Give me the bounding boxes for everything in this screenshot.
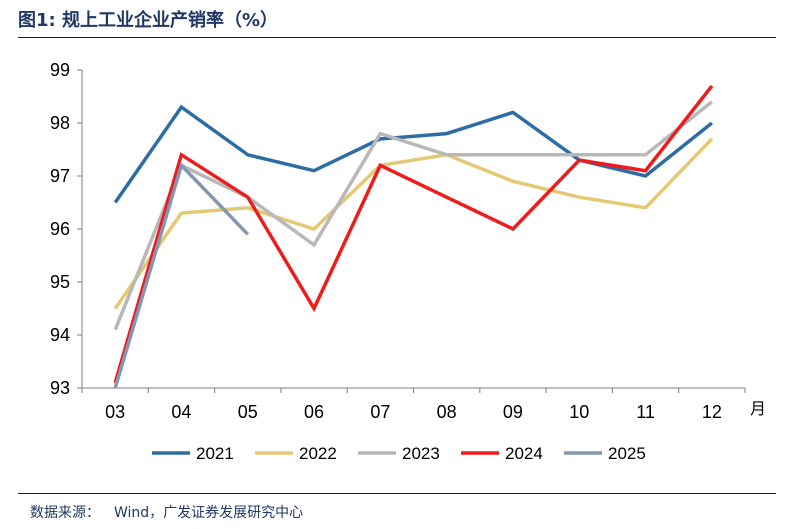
y-tick-label: 99 <box>50 60 70 80</box>
x-axis-unit-label: 月 <box>750 399 766 418</box>
series-line-2021 <box>113 104 713 204</box>
y-tick-label: 97 <box>50 166 70 186</box>
y-tick-label: 94 <box>50 325 70 345</box>
legend-label-2021: 2021 <box>196 444 234 463</box>
source-note: 数据来源： Wind，广发证券发展研究中心 <box>30 502 303 522</box>
y-tick-label: 98 <box>50 113 70 133</box>
chart-series <box>113 84 714 389</box>
chart-axes: 93 94 95 96 97 98 99 03 04 05 06 07 08 09 10 11 12 月 <box>50 60 766 422</box>
x-tick-label: 06 <box>304 402 324 422</box>
x-tick-label: 12 <box>702 402 722 422</box>
source-label: 数据来源： <box>30 505 100 521</box>
x-tick-label: 08 <box>437 402 457 422</box>
x-tick-label: 05 <box>238 402 258 422</box>
figure-title: 图1: 规上工业企业产销率（%） <box>18 10 279 31</box>
legend-label-2024: 2024 <box>505 444 543 463</box>
series-line-2023 <box>113 100 713 331</box>
line-chart: 93 94 95 96 97 98 99 03 04 05 06 07 08 09 10 11 12 月 2021… <box>50 60 766 463</box>
source-text: Wind，广发证券发展研究中心 <box>114 505 304 521</box>
x-tick-label: 03 <box>105 402 125 422</box>
x-tick-label: 10 <box>569 402 589 422</box>
x-tick-label: 11 <box>636 402 655 422</box>
x-tick-label: 09 <box>503 402 523 422</box>
legend-label-2025: 2025 <box>608 444 646 463</box>
series-line-2025 <box>113 162 250 389</box>
y-tick-label: 95 <box>50 272 70 292</box>
y-tick-label: 96 <box>50 219 70 239</box>
title-divider <box>18 37 776 38</box>
series-line-2024 <box>113 84 714 384</box>
x-tick-label: 04 <box>171 402 191 422</box>
chart-legend: 2021 2022 2023 2024 2025 <box>152 444 646 463</box>
x-tick-label: 07 <box>370 402 390 422</box>
legend-label-2022: 2022 <box>299 444 337 463</box>
series-line-2022 <box>113 137 714 310</box>
legend-label-2023: 2023 <box>402 444 440 463</box>
source-divider <box>18 493 776 494</box>
y-tick-label: 93 <box>50 378 70 398</box>
